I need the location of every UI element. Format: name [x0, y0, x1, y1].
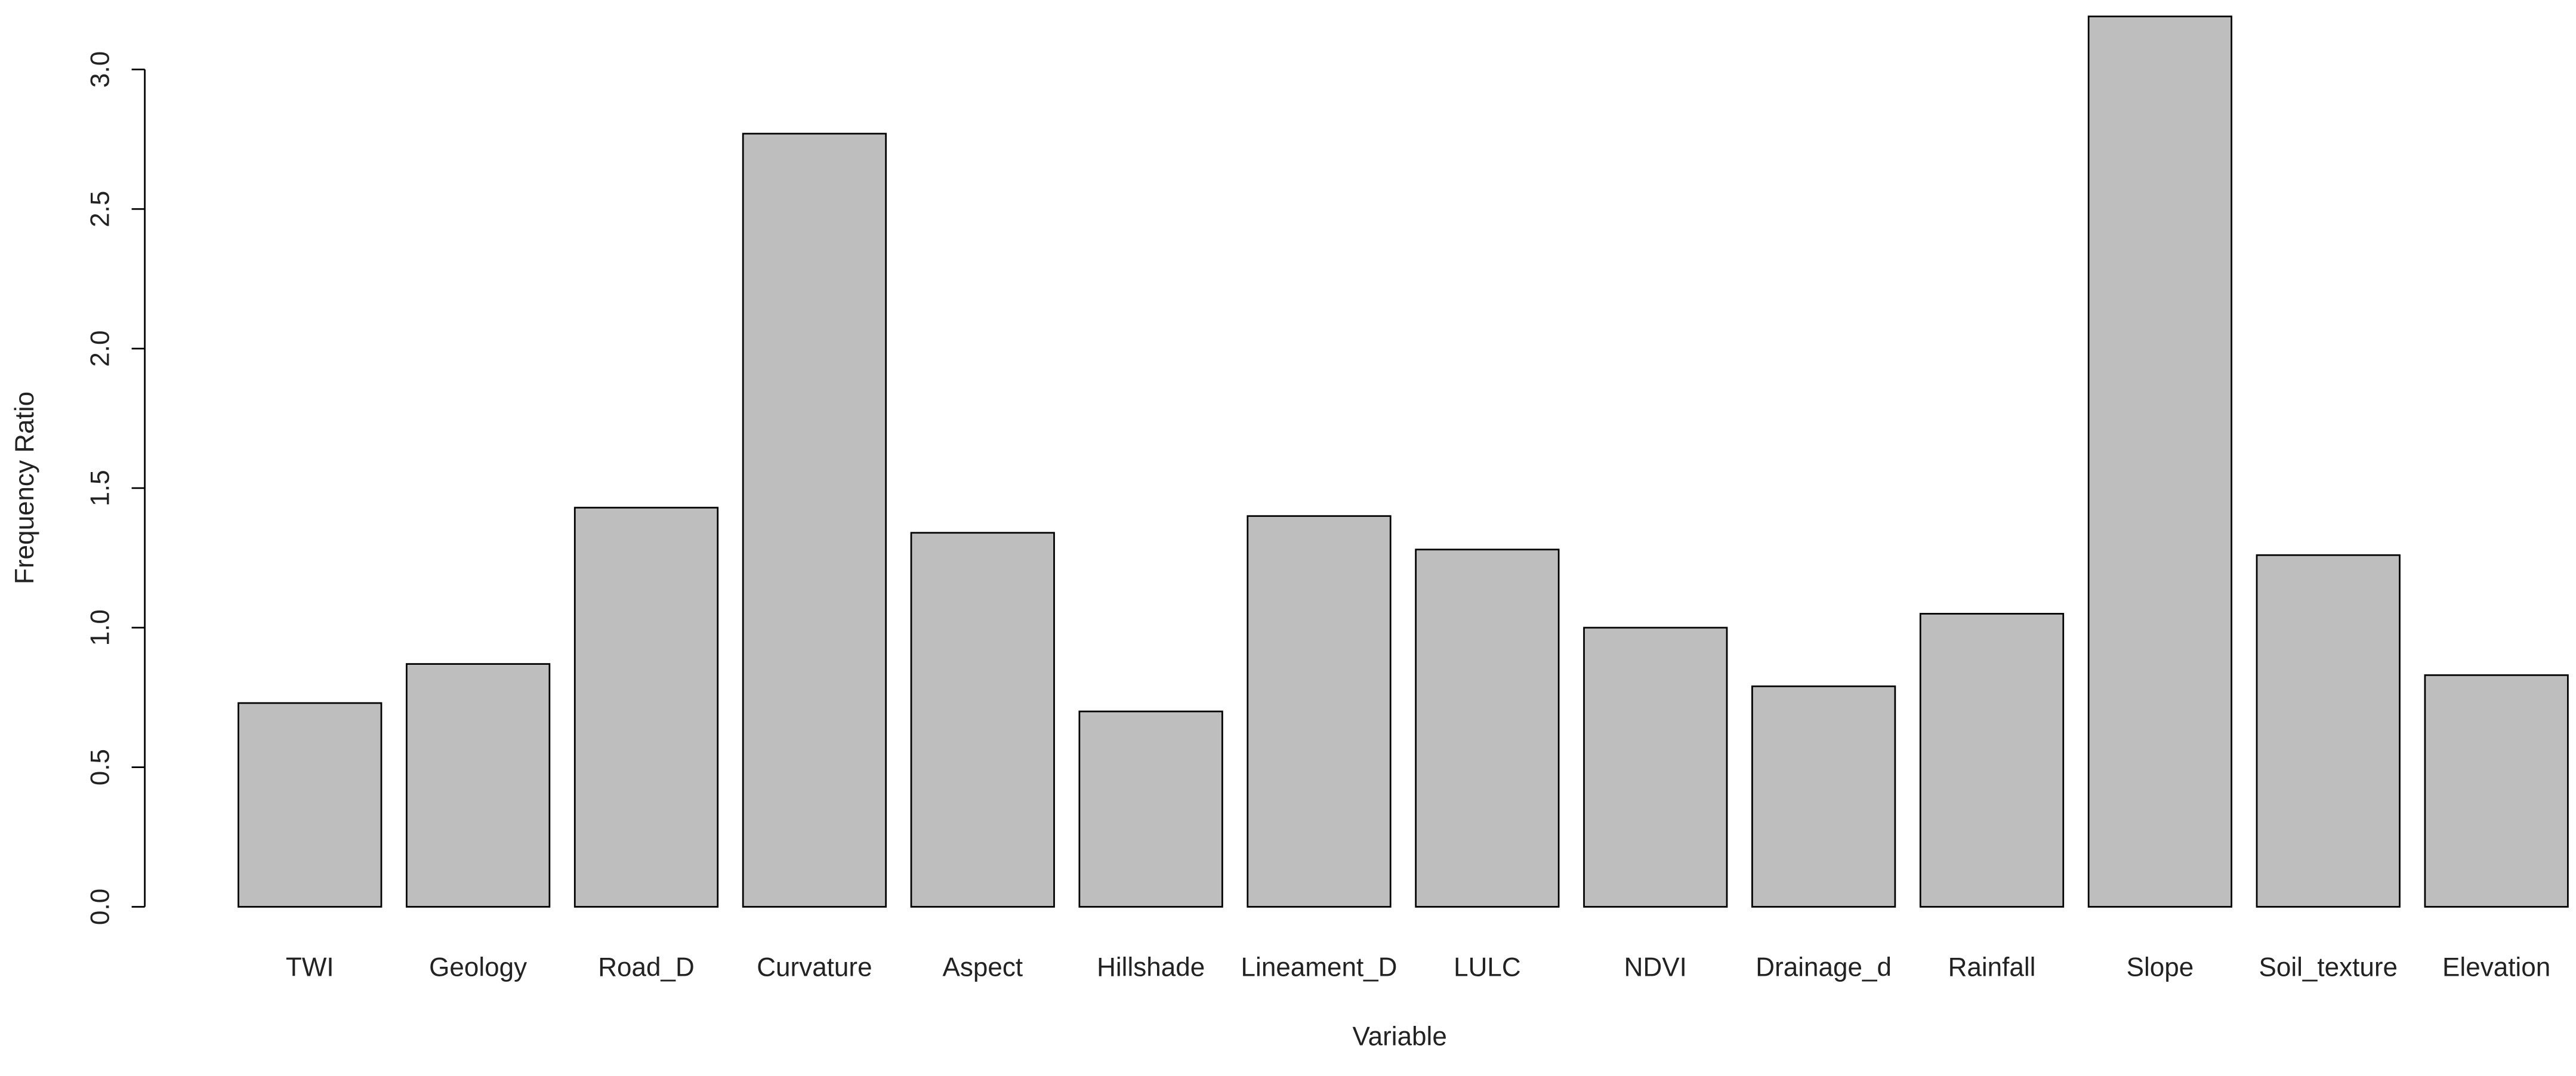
bar: [406, 663, 551, 908]
x-tick-label: Elevation: [2442, 953, 2550, 982]
y-tick-label: 0.0: [86, 889, 115, 925]
bar: [573, 507, 719, 908]
y-tick-label: 2.0: [86, 330, 115, 366]
bar: [2087, 16, 2233, 908]
y-tick-label: 1.5: [86, 470, 115, 506]
bar: [1751, 685, 1896, 908]
y-tick-label: 3.0: [86, 51, 115, 88]
x-tick-label: Soil_texture: [2259, 953, 2398, 982]
bar: [2424, 674, 2569, 908]
x-tick-label: Road_D: [598, 953, 695, 982]
x-tick-label: Hillshade: [1097, 953, 1205, 982]
x-tick-label: Drainage_d: [1756, 953, 1892, 982]
bar: [742, 132, 887, 908]
bar: [910, 532, 1055, 908]
bar: [237, 702, 382, 908]
y-tick-label: 2.5: [86, 191, 115, 227]
y-axis-title: Frequency Ratio: [10, 391, 39, 584]
x-tick-label: TWI: [286, 953, 334, 982]
bar: [1919, 613, 2065, 908]
x-tick-label: Geology: [429, 953, 527, 982]
x-tick-label: Lineament_D: [1241, 953, 1397, 982]
x-tick-label: Aspect: [942, 953, 1023, 982]
x-axis-title: Variable: [1353, 1022, 1447, 1051]
bar: [1078, 710, 1223, 908]
x-tick-label: NDVI: [1624, 953, 1687, 982]
x-tick-label: Curvature: [757, 953, 872, 982]
x-tick-label: LULC: [1454, 953, 1521, 982]
y-tick-label: 0.5: [86, 749, 115, 785]
bar: [1415, 548, 1560, 908]
x-tick-label: Slope: [2127, 953, 2194, 982]
bar: [1583, 627, 1728, 908]
x-tick-label: Rainfall: [1948, 953, 2036, 982]
bar: [1247, 515, 1392, 908]
y-tick-label: 1.0: [86, 609, 115, 646]
bar: [2256, 554, 2401, 908]
